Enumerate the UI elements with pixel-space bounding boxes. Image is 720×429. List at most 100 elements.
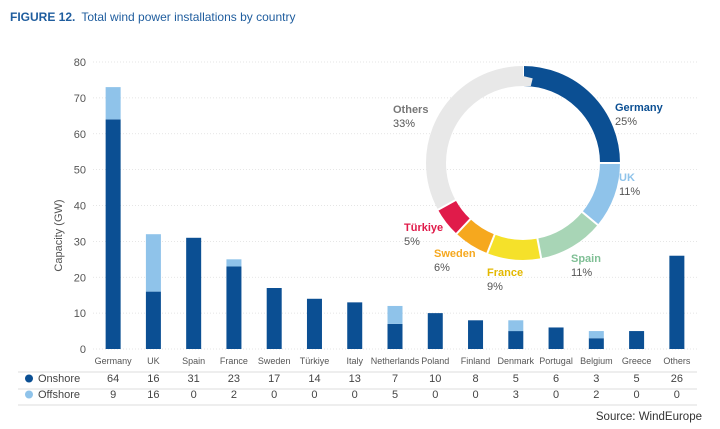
x-tick-label: Portugal bbox=[539, 356, 573, 366]
donut-label: UK bbox=[619, 172, 635, 184]
figure-number: FIGURE 12. bbox=[10, 10, 76, 24]
table-value: 5 bbox=[634, 373, 640, 385]
table-value: 64 bbox=[107, 373, 119, 385]
table-value: 14 bbox=[308, 373, 320, 385]
table-value: 13 bbox=[349, 373, 361, 385]
table-value: 7 bbox=[392, 373, 398, 385]
bar-onshore bbox=[669, 255, 685, 349]
table-value: 6 bbox=[553, 373, 559, 385]
donut-separator bbox=[580, 210, 600, 227]
legend-marker bbox=[25, 374, 33, 383]
donut-separator bbox=[536, 237, 543, 260]
y-tick-label: 70 bbox=[74, 93, 86, 105]
donut-separator bbox=[436, 198, 457, 212]
table-value: 17 bbox=[268, 373, 280, 385]
bar-offshore bbox=[226, 259, 242, 267]
bar-onshore bbox=[468, 320, 484, 349]
bar-offshore bbox=[508, 320, 524, 332]
donut-label: France bbox=[487, 267, 523, 279]
legend-label: Onshore bbox=[38, 373, 80, 385]
table-value: 0 bbox=[191, 389, 197, 401]
donut-value: 25% bbox=[615, 116, 637, 128]
x-tick-label: Spain bbox=[182, 356, 205, 366]
table-value: 16 bbox=[147, 373, 159, 385]
y-tick-label: 10 bbox=[74, 308, 86, 320]
bar-offshore bbox=[145, 234, 161, 292]
table-value: 5 bbox=[392, 389, 398, 401]
bar-offshore bbox=[105, 87, 121, 120]
bar-onshore bbox=[347, 302, 363, 349]
x-tick-label: Belgium bbox=[580, 356, 613, 366]
y-tick-label: 80 bbox=[74, 57, 86, 69]
table-value: 5 bbox=[513, 373, 519, 385]
table-value: 16 bbox=[147, 389, 159, 401]
bar-onshore bbox=[105, 119, 121, 350]
donut-label: Sweden bbox=[434, 248, 476, 260]
table-value: 0 bbox=[271, 389, 277, 401]
table-value: 3 bbox=[513, 389, 519, 401]
donut-value: 33% bbox=[393, 118, 415, 130]
donut-separator bbox=[455, 217, 472, 236]
table-value: 0 bbox=[634, 389, 640, 401]
table-value: 8 bbox=[472, 373, 478, 385]
table-value: 0 bbox=[472, 389, 478, 401]
figure-title-text: Total wind power installations by countr… bbox=[81, 10, 296, 24]
x-tick-label: Others bbox=[663, 356, 691, 366]
bar-onshore bbox=[226, 266, 242, 349]
x-tick-label: Italy bbox=[346, 356, 363, 366]
donut-label: Germany bbox=[615, 102, 664, 114]
bar-onshore bbox=[427, 313, 443, 349]
x-tick-label: UK bbox=[147, 356, 160, 366]
donut-separator bbox=[485, 233, 496, 255]
table-value: 0 bbox=[311, 389, 317, 401]
bar-onshore bbox=[266, 288, 282, 349]
bar-onshore bbox=[629, 331, 645, 349]
donut-label: Türkiye bbox=[404, 222, 443, 234]
donut-label: Others bbox=[393, 104, 428, 116]
donut-value: 11% bbox=[619, 186, 640, 198]
donut-slice bbox=[426, 66, 620, 260]
donut-value: 6% bbox=[434, 262, 450, 274]
legend-label: Offshore bbox=[38, 389, 80, 401]
bar-offshore bbox=[387, 305, 403, 324]
table-value: 0 bbox=[553, 389, 559, 401]
bar-onshore bbox=[508, 331, 524, 349]
y-tick-label: 60 bbox=[74, 129, 86, 141]
x-tick-label: Germany bbox=[95, 356, 133, 366]
x-tick-label: France bbox=[220, 356, 248, 366]
table-value: 9 bbox=[110, 389, 116, 401]
table-value: 0 bbox=[674, 389, 680, 401]
source-note: Source: WindEurope bbox=[595, 411, 702, 423]
figure-title: FIGURE 12. Total wind power installations… bbox=[10, 10, 295, 24]
bar-onshore bbox=[306, 298, 322, 349]
x-tick-label: Türkiye bbox=[300, 356, 330, 366]
y-tick-label: 30 bbox=[74, 236, 86, 248]
x-tick-label: Finland bbox=[461, 356, 491, 366]
x-tick-label: Netherlands bbox=[371, 356, 420, 366]
x-tick-label: Sweden bbox=[258, 356, 291, 366]
table-value: 0 bbox=[352, 389, 358, 401]
donut-label: Spain bbox=[571, 253, 601, 265]
donut-value: 11% bbox=[571, 267, 592, 279]
donut-value: 9% bbox=[487, 281, 503, 293]
table-value: 0 bbox=[432, 389, 438, 401]
y-tick-label: 20 bbox=[74, 272, 86, 284]
table-value: 26 bbox=[671, 373, 683, 385]
x-tick-label: Poland bbox=[421, 356, 449, 366]
bar-onshore bbox=[186, 237, 202, 349]
donut-slice bbox=[426, 66, 620, 260]
table-value: 2 bbox=[231, 389, 237, 401]
x-tick-label: Denmark bbox=[498, 356, 535, 366]
y-tick-label: 0 bbox=[80, 344, 86, 356]
bar-onshore bbox=[588, 338, 604, 349]
donut-value: 5% bbox=[404, 236, 420, 248]
table-value: 10 bbox=[429, 373, 441, 385]
table-value: 3 bbox=[593, 373, 599, 385]
bar-onshore bbox=[387, 323, 403, 349]
legend-marker bbox=[25, 390, 33, 399]
y-axis-label: Capacity (GW) bbox=[53, 199, 65, 271]
bar-offshore bbox=[588, 331, 604, 339]
y-tick-label: 50 bbox=[74, 165, 86, 177]
table-value: 23 bbox=[228, 373, 240, 385]
